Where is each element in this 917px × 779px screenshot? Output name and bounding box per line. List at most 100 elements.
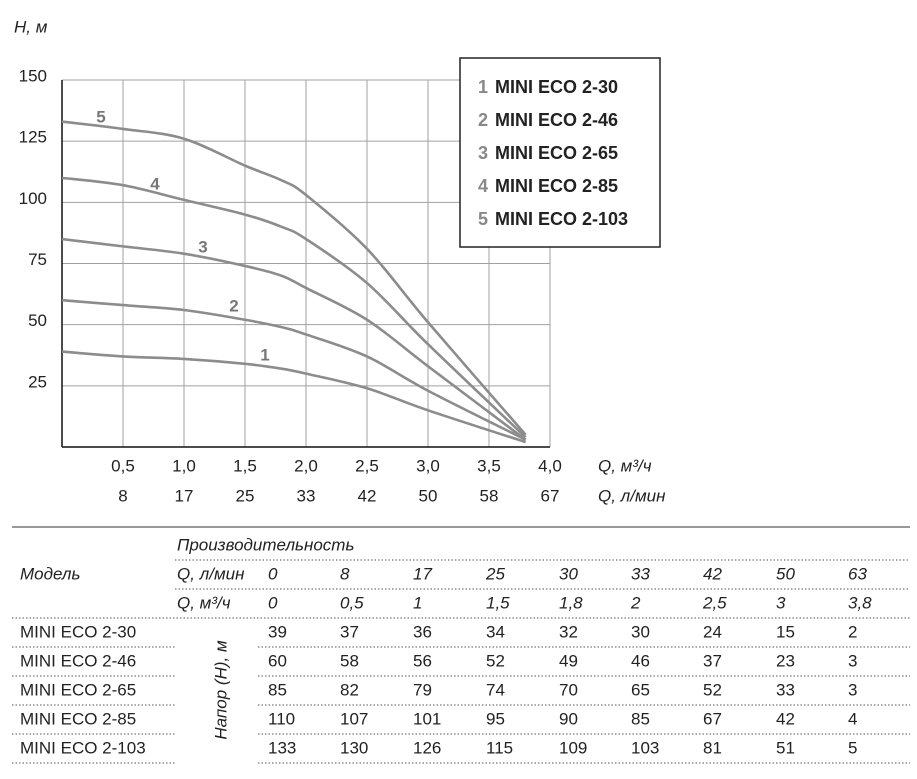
head-cell: 85 <box>631 709 650 728</box>
y-axis-label: H, м <box>14 17 48 36</box>
flow-cell: 1,8 <box>559 593 583 612</box>
head-cell: 39 <box>268 622 287 641</box>
x-tick-label: 2,5 <box>355 456 379 475</box>
head-cell: 15 <box>776 622 795 641</box>
head-cell: 60 <box>268 651 287 670</box>
head-cell: 37 <box>340 622 359 641</box>
head-cell: 85 <box>268 680 287 699</box>
legend-name: MINI ECO 2-65 <box>495 143 618 163</box>
model-name: MINI ECO 2-30 <box>20 622 136 641</box>
head-cell: 65 <box>631 680 650 699</box>
flow-cell: 0 <box>268 564 278 583</box>
head-cell: 126 <box>413 738 441 757</box>
y-tick-label: 25 <box>28 372 47 391</box>
x-tick-label: 3,5 <box>477 456 501 475</box>
curve-label: 5 <box>96 107 105 126</box>
legend-name: MINI ECO 2-85 <box>495 176 618 196</box>
curve-label: 2 <box>229 296 238 315</box>
legend-box <box>459 57 661 248</box>
flow-cell: 3 <box>776 593 786 612</box>
head-cell: 3 <box>848 651 857 670</box>
y-tick-label: 100 <box>19 189 47 208</box>
flow-cell: 1 <box>413 593 422 612</box>
curve-label: 1 <box>260 345 269 364</box>
head-cell: 52 <box>486 651 505 670</box>
head-cell: 81 <box>703 738 722 757</box>
head-cell: 107 <box>340 709 368 728</box>
head-cell: 95 <box>486 709 505 728</box>
head-cell: 52 <box>703 680 722 699</box>
flow-cell: 3,8 <box>848 593 872 612</box>
model-name: MINI ECO 2-85 <box>20 709 136 728</box>
head-cell: 74 <box>486 680 505 699</box>
head-cell: 103 <box>631 738 659 757</box>
legend-number: 1 <box>478 77 488 97</box>
series-line <box>61 350 527 444</box>
x2-tick-label: 33 <box>297 486 316 505</box>
x-tick-label: 0,5 <box>111 456 135 475</box>
series-line <box>61 298 527 441</box>
head-cell: 70 <box>559 680 578 699</box>
flow-cell: 2,5 <box>702 593 727 612</box>
y-tick-label: 125 <box>19 128 47 147</box>
head-cell: 24 <box>703 622 722 641</box>
curve-label: 3 <box>198 237 207 256</box>
head-cell: 32 <box>559 622 578 641</box>
flow-cell: 50 <box>776 564 795 583</box>
legend-number: 2 <box>478 110 488 130</box>
head-cell: 23 <box>776 651 795 670</box>
head-cell: 42 <box>776 709 795 728</box>
head-cell: 46 <box>631 651 650 670</box>
x2-tick-label: 17 <box>175 486 194 505</box>
legend-name: MINI ECO 2-46 <box>495 110 618 130</box>
head-cell: 110 <box>268 709 295 728</box>
model-name: MINI ECO 2-46 <box>20 651 136 670</box>
model-name: MINI ECO 2-103 <box>20 738 146 757</box>
y-tick-label: 50 <box>28 311 47 330</box>
flow-cell: 17 <box>413 564 432 583</box>
model-header: Модель <box>20 564 80 583</box>
head-cell: 34 <box>486 622 505 641</box>
head-cell: 51 <box>776 738 795 757</box>
series-line <box>61 237 527 441</box>
head-cell: 130 <box>340 738 368 757</box>
flow-cell: 42 <box>703 564 722 583</box>
flow-cell: 33 <box>631 564 650 583</box>
x-tick-label: 2,0 <box>294 456 318 475</box>
group-header: Производительность <box>177 535 354 554</box>
flow-cell: 25 <box>485 564 505 583</box>
x-tick-label: 1,0 <box>172 456 196 475</box>
x-axis-label: Q, м³/ч <box>598 456 652 475</box>
head-cell: 3 <box>848 680 857 699</box>
head-cell: 30 <box>631 622 650 641</box>
flow-cell: 1,5 <box>486 593 510 612</box>
legend-name: MINI ECO 2-30 <box>495 77 618 97</box>
flow-cell: 8 <box>340 564 350 583</box>
curve-label: 4 <box>150 174 160 193</box>
head-cell: 37 <box>703 651 722 670</box>
head-label: Напор (H), м <box>211 640 230 740</box>
head-cell: 101 <box>413 709 441 728</box>
x2-tick-label: 67 <box>541 486 560 505</box>
head-cell: 2 <box>848 622 857 641</box>
flow-label: Q, л/мин <box>177 564 245 583</box>
head-cell: 115 <box>486 738 513 757</box>
x-tick-label: 1,5 <box>233 456 257 475</box>
model-name: MINI ECO 2-65 <box>20 680 136 699</box>
legend-number: 3 <box>478 143 488 163</box>
y-tick-label: 75 <box>28 250 47 269</box>
legend-number: 4 <box>478 176 488 196</box>
x2-tick-label: 8 <box>118 486 127 505</box>
head-cell: 90 <box>559 709 578 728</box>
flow-cell: 0,5 <box>340 593 364 612</box>
head-cell: 5 <box>848 738 857 757</box>
head-cell: 49 <box>559 651 578 670</box>
x-tick-label: 3,0 <box>416 456 440 475</box>
head-cell: 133 <box>268 738 296 757</box>
head-cell: 82 <box>340 680 359 699</box>
flow-label: Q, м³/ч <box>177 593 231 612</box>
legend-name: MINI ECO 2-103 <box>495 209 628 229</box>
x-tick-label: 4,0 <box>538 456 562 475</box>
head-cell: 33 <box>776 680 795 699</box>
